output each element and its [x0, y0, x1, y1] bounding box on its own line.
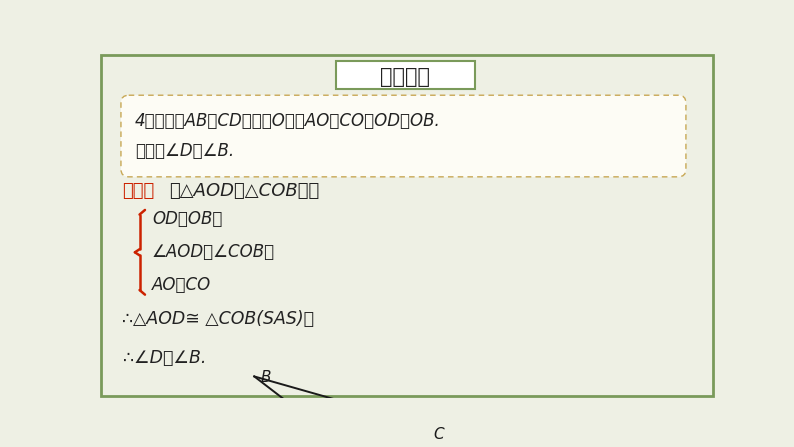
Text: 求证：∠D＝∠B.: 求证：∠D＝∠B.	[135, 142, 234, 160]
Text: ∴∠D＝∠B.: ∴∠D＝∠B.	[122, 349, 206, 367]
Text: 证明：: 证明：	[122, 181, 155, 200]
Text: ∴△AOD≅ △COB(SAS)，: ∴△AOD≅ △COB(SAS)，	[122, 310, 314, 328]
FancyBboxPatch shape	[336, 61, 475, 89]
Text: 在△AOD与△COB中，: 在△AOD与△COB中，	[169, 181, 319, 200]
Text: 4．如图，AB，CD相交于O点，AO＝CO，OD＝OB.: 4．如图，AB，CD相交于O点，AO＝CO，OD＝OB.	[135, 112, 441, 131]
Text: ∠AOD＝∠COB，: ∠AOD＝∠COB，	[152, 243, 275, 261]
Text: C: C	[434, 427, 444, 442]
Text: 预习反馈: 预习反馈	[380, 67, 430, 87]
FancyBboxPatch shape	[121, 95, 686, 177]
Text: AO＝CO: AO＝CO	[152, 276, 211, 294]
Text: OD＝OB，: OD＝OB，	[152, 210, 222, 228]
Text: B: B	[260, 371, 271, 385]
